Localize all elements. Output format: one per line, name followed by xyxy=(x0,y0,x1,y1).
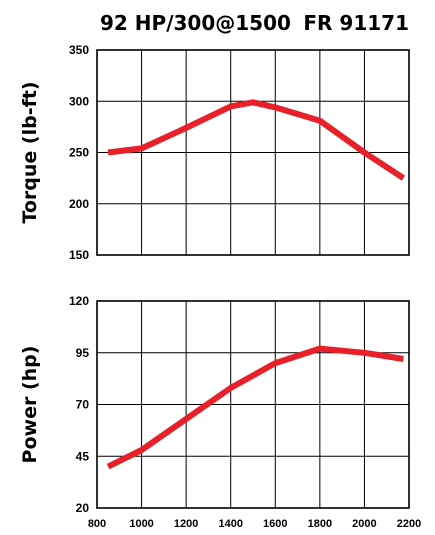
torque-axis-label: Torque (lb-ft) xyxy=(19,81,41,223)
torque-series-line-0 xyxy=(107,99,406,181)
power-xtick-1600: 1600 xyxy=(263,518,287,530)
torque-ytick-200: 200 xyxy=(69,197,89,211)
power-xtick-1000: 1000 xyxy=(129,518,153,530)
power-chart: 20 45 70 95 120 800 1000 1200 1400 1600 1800 2000 22… xyxy=(19,294,421,530)
power-ytick-120: 120 xyxy=(69,294,89,308)
power-ytick-70: 70 xyxy=(76,398,90,412)
power-ytick-95: 95 xyxy=(76,346,90,360)
torque-ytick-350: 350 xyxy=(69,43,89,57)
torque-ytick-150: 150 xyxy=(69,248,89,262)
header-left-title: 92 HP/300@1500 xyxy=(100,11,291,35)
torque-ytick-300: 300 xyxy=(69,94,89,108)
power-plot-frame xyxy=(96,300,410,509)
power-ytick-45: 45 xyxy=(76,449,90,463)
power-xtick-1400: 1400 xyxy=(218,518,242,530)
power-xtick-2200: 2200 xyxy=(397,518,421,530)
power-xtick-2000: 2000 xyxy=(352,518,376,530)
power-axis-label: Power (hp) xyxy=(19,346,41,464)
header-right-title: FR 91171 xyxy=(303,11,409,35)
torque-chart: 150 200 250 300 350 Torque (lb-ft) xyxy=(19,43,410,262)
power-xtick-1200: 1200 xyxy=(174,518,198,530)
torque-ytick-250: 250 xyxy=(69,146,89,160)
power-series-line-0 xyxy=(106,345,404,470)
power-xtick-800: 800 xyxy=(88,518,106,530)
power-ytick-20: 20 xyxy=(76,501,90,515)
torque-plot-frame xyxy=(96,49,410,256)
power-xtick-1800: 1800 xyxy=(308,518,332,530)
